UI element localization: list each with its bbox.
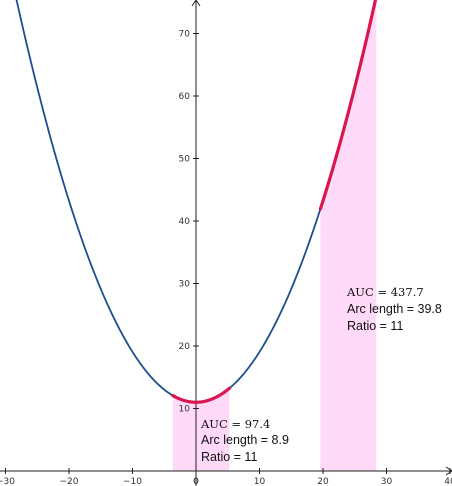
arc-highlight-1 <box>171 386 231 404</box>
y-tick-label: 10 <box>179 405 191 415</box>
annotation-1-auc: AUC = 97.4 <box>200 417 270 431</box>
x-tick-label: 0 <box>193 477 199 486</box>
x-tick-label: −20 <box>60 477 79 486</box>
curve-layer <box>15 0 378 404</box>
annotation-2-ratio: Ratio = 11 <box>347 319 403 333</box>
x-tick-label: 20 <box>317 477 329 486</box>
x-tick-label: 40 <box>444 477 452 486</box>
parabola-curve <box>15 0 377 404</box>
y-tick-label: 40 <box>179 217 191 227</box>
annotation-2-auc: AUC = 437.7 <box>346 285 424 299</box>
y-tick-label: 30 <box>179 280 191 290</box>
y-axis-arrow <box>191 0 201 7</box>
annotation-1-arc-length: Arc length = 8.9 <box>201 433 289 447</box>
arc-highlight-2 <box>318 0 378 211</box>
x-tick-label: 0 <box>193 477 199 486</box>
y-tick-label: 60 <box>179 92 191 102</box>
annotation-1-ratio: Ratio = 11 <box>201 450 257 464</box>
shaded-region-1 <box>172 388 230 471</box>
x-tick-label: −10 <box>123 477 142 486</box>
annotation-2-arc-length: Arc length = 39.8 <box>347 302 442 316</box>
regions-layer <box>172 0 377 471</box>
shaded-region-2 <box>320 0 377 471</box>
x-tick-label: 10 <box>254 477 266 486</box>
x-tick-label: −30 <box>0 477 15 486</box>
y-tick-label: 20 <box>179 342 191 352</box>
y-tick-label: 70 <box>179 30 191 40</box>
x-tick-label: 30 <box>381 477 393 486</box>
y-tick-label: 50 <box>179 155 191 165</box>
x-axis-arrow <box>445 466 452 476</box>
annotation-layer: AUC = 97.4 Arc length = 8.9 Ratio = 11 A… <box>200 285 442 464</box>
